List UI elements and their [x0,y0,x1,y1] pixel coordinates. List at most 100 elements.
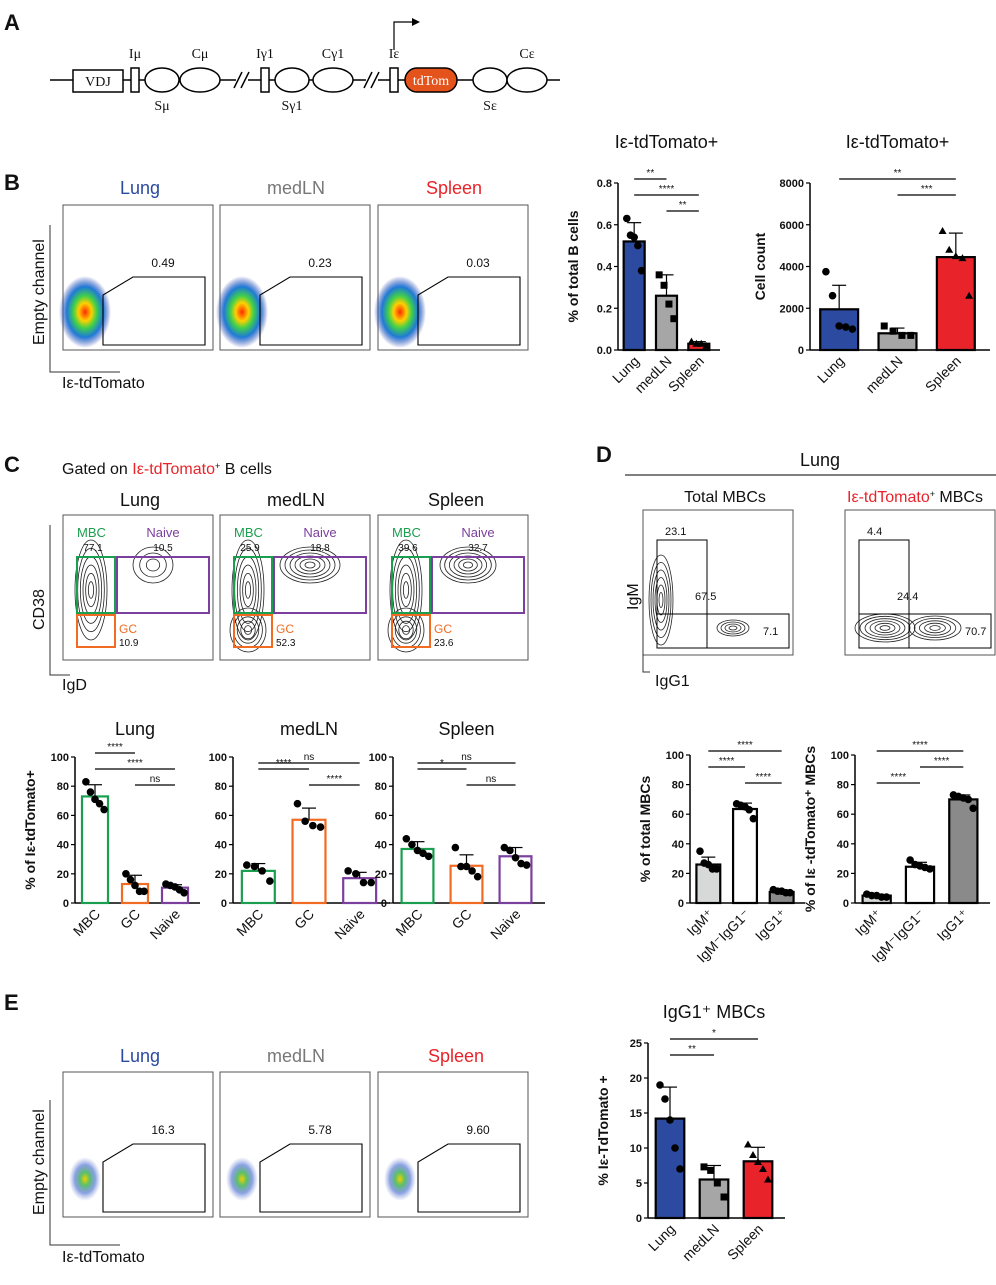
y-axis-label: % Iε-TdTomato + [595,1075,611,1185]
flow-plots-b: 0.49 0.23 0.03 [59,204,529,351]
data-point [786,888,794,897]
e-y-axis-label: Empty channel [31,1109,48,1215]
svg-text:VDJ: VDJ [85,75,111,90]
data-point [344,867,352,875]
panel-label-a: A [4,10,20,35]
flow-plot-Spleen: 9.60 [377,1071,529,1218]
data-point [301,817,309,826]
contour-plot-Spleen: MBC 39.6 Naive 32.7 GC 23.6 [377,514,529,661]
x-category-label: Spleen [724,1221,766,1263]
contour-line [728,625,738,631]
data-point [82,778,90,786]
plot-frame [377,514,529,661]
data-point [697,339,706,347]
data-point [671,1144,679,1152]
y-tick-label: 100 [831,750,849,762]
data-point [670,315,678,323]
data-point [655,271,663,279]
bar-MBC [240,869,276,905]
contour-line [720,621,746,635]
d-y-axis-label: IgM [625,583,642,610]
data-point [140,887,148,896]
contour-plot-Lung: MBC 77.1 Naive 10.5 GC 10.9 [62,514,214,661]
contour-line [648,554,674,646]
data-point [969,804,977,813]
data-point [511,853,520,862]
mbc-label: MBC [77,525,106,540]
data-point [122,870,130,878]
significance-label: **** [659,184,675,195]
data-point [951,252,960,260]
gate-percentage: 9.60 [466,1123,490,1137]
gate-percentage: 5.78 [308,1123,332,1137]
gc-gate [76,614,116,648]
contour-line [400,572,412,608]
significance-label: **** [934,756,950,767]
y-tick-label: 4000 [780,262,804,274]
c-header: Gated on Iε-tdTomato+ B cells [62,461,272,478]
significance-label: ** [679,200,687,211]
data-point [754,1158,762,1165]
significance-label: **** [276,758,292,769]
y-tick-label: 100 [51,752,69,764]
y-tick-label: 60 [375,810,387,822]
cell-density [226,1157,258,1201]
contour-line [444,549,492,581]
x-category-label: medLN [631,353,674,396]
b-x-axis-label: Iε-tdTomato [62,375,145,392]
gate [417,1143,521,1213]
x-category-label: MBC [70,906,103,939]
data-point [359,878,368,887]
data-point [506,846,514,855]
contour-plot-total-mbcs: 23.1 67.5 7.1 [642,509,794,656]
data-point [408,840,416,849]
data-point [309,821,317,830]
data-point [926,865,934,873]
contour-line [716,619,750,637]
panel-label-d: D [596,442,612,467]
contour-line [864,618,906,638]
bar-charts: 0.0 0.2 0.4 0.6 0.8 Iε-tdTomato+ % of total B … [22,132,990,1264]
significance-label: **** [756,772,772,783]
chart-title: Lung [115,719,155,739]
naive-label: Naive [303,525,336,540]
data-point [457,862,465,871]
e-title-medln: medLN [267,1046,325,1066]
mbc-gate [391,556,431,614]
data-point [745,805,753,814]
y-tick-label: 60 [672,809,684,821]
data-point [822,267,830,276]
naive-value: 10.5 [153,543,173,554]
y-axis-label: % of Iε -tdTomato⁺ MBCs [802,746,818,912]
flow-plot-medLN: 5.78 [219,1071,371,1218]
contour-line [398,620,414,640]
chart-title: Iε-tdTomato+ [846,132,950,152]
x-category-label: Naive [146,906,183,943]
flow-title-medln: medLN [267,178,325,198]
contour-line [279,546,341,584]
y-tick-label: 0.4 [597,262,613,274]
contour-line [869,620,901,636]
data-point [842,323,850,331]
data-point [661,1095,669,1103]
data-point [180,888,188,897]
data-point [938,227,947,235]
contour-line [462,561,474,569]
y-axis-label: Cell count [752,232,768,300]
mbc-value: 39.6 [398,543,418,554]
gate [102,1143,206,1213]
y-tick-label: 6000 [780,220,804,232]
data-point [906,856,914,864]
mbc-gate [76,556,116,614]
contour-line [299,558,321,572]
igg1-value: 7.1 [763,626,778,638]
data-point [656,1081,664,1089]
svg-text:Cε: Cε [519,47,534,62]
significance-label: ** [688,1044,696,1055]
cell-density [216,276,268,348]
data-point [720,1193,728,1201]
cell-density [69,1157,101,1201]
y-tick-label: 2000 [780,303,804,315]
y-tick-label: 10 [630,1143,642,1155]
x-category-label: GC [117,906,143,932]
